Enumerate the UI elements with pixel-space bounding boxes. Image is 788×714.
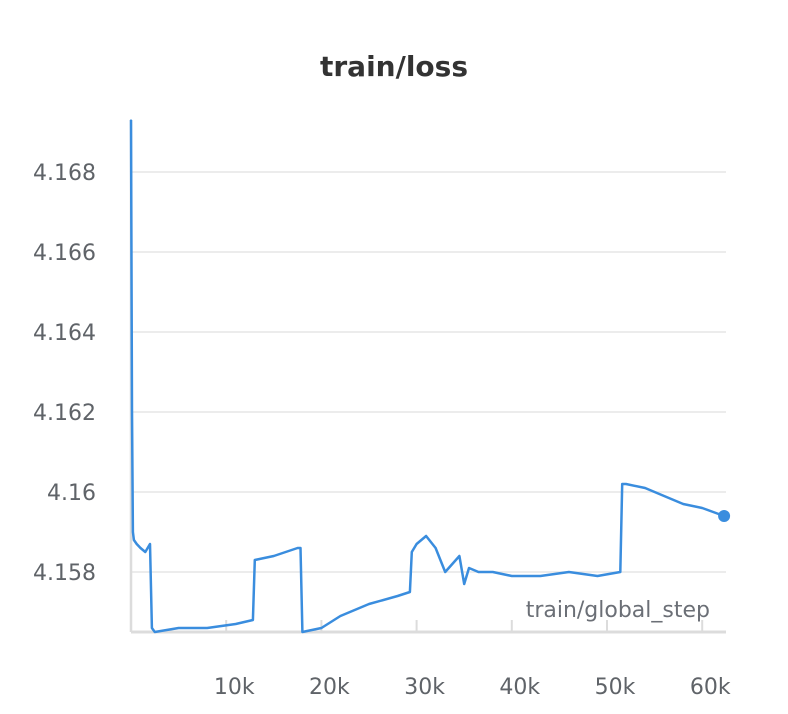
y-tick-label: 4.168	[33, 161, 96, 186]
data-point	[154, 631, 156, 633]
data-point	[644, 487, 646, 489]
data-point	[296, 547, 299, 549]
data-point	[132, 531, 134, 533]
gridlines	[131, 171, 726, 573]
data-point	[415, 543, 418, 545]
x-axis-title: train/global_step	[526, 598, 710, 623]
data-point	[253, 559, 256, 561]
data-point	[139, 547, 142, 549]
last-point-marker	[718, 510, 731, 522]
data-point	[411, 551, 413, 553]
data-point	[299, 547, 302, 549]
chart-title: train/loss	[319, 50, 468, 83]
data-point	[701, 507, 703, 509]
data-point	[320, 627, 323, 629]
data-point	[434, 547, 437, 549]
data-point	[131, 411, 133, 413]
data-point	[596, 575, 599, 577]
data-point	[425, 535, 427, 537]
data-point	[477, 571, 480, 573]
series-layer	[129, 119, 731, 634]
data-point	[273, 555, 275, 557]
data-point	[368, 603, 370, 605]
data-point	[682, 503, 684, 505]
data-point	[252, 619, 254, 621]
y-tick-label: 4.158	[33, 561, 96, 586]
x-tick-label: 50k	[595, 675, 636, 700]
data-point	[396, 595, 399, 597]
data-point	[144, 551, 147, 553]
x-tick-labels: 10k 20k 30k 40k 50k 60k	[214, 675, 731, 700]
y-tick-labels: 4.158 4.16 4.162 4.164 4.166 4.168	[33, 161, 96, 586]
data-point	[663, 495, 665, 497]
data-point	[539, 575, 542, 577]
data-point	[463, 583, 466, 585]
data-point	[568, 571, 570, 573]
data-point	[625, 483, 627, 485]
data-point	[409, 591, 411, 593]
data-point	[444, 571, 446, 573]
data-point	[301, 631, 304, 633]
data-point	[133, 539, 135, 541]
y-tick-label: 4.16	[47, 481, 96, 506]
data-point	[339, 615, 342, 617]
data-point	[130, 119, 132, 121]
data-point	[149, 543, 151, 545]
data-point	[621, 483, 624, 485]
data-point	[177, 627, 180, 629]
data-point	[491, 571, 494, 573]
x-tick-label: 40k	[499, 675, 540, 700]
y-tick-label: 4.164	[33, 321, 96, 346]
data-point	[511, 575, 513, 577]
data-point	[135, 543, 138, 545]
data-point	[619, 571, 622, 573]
y-tick-label: 4.162	[33, 401, 96, 426]
series-line	[129, 119, 725, 634]
data-point	[458, 555, 461, 557]
x-tick-label: 20k	[309, 675, 350, 700]
data-point	[234, 623, 237, 625]
data-point	[468, 567, 470, 569]
x-tick-label: 10k	[214, 675, 255, 700]
data-point	[206, 627, 208, 629]
axes	[129, 120, 726, 634]
data-point	[151, 627, 153, 629]
x-tick-label: 60k	[690, 675, 731, 700]
y-tick-label: 4.166	[33, 241, 96, 266]
x-tick-label: 30k	[404, 675, 445, 700]
